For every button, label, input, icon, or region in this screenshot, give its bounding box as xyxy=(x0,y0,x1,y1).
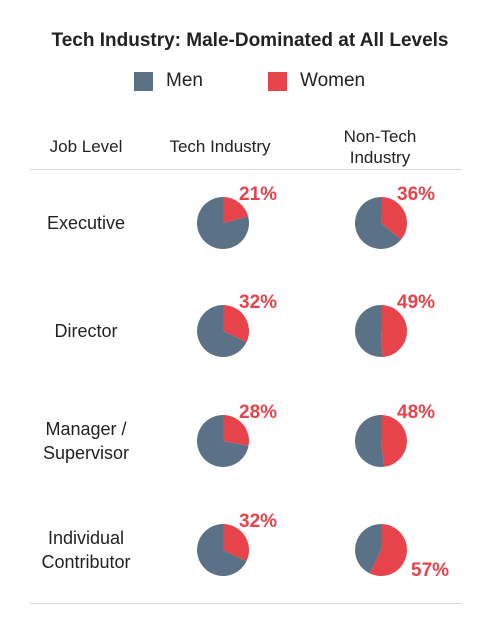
pie-tech-manager-supervisor-women-label: 28% xyxy=(239,402,277,423)
pie-nontech-individual-contributor-women-label: 57% xyxy=(411,560,449,581)
legend-label-women: Women xyxy=(300,70,366,91)
pie-tech-manager-supervisor-slice-women xyxy=(223,415,250,446)
pie-nontech-director-slice-men xyxy=(355,305,383,357)
row-label-individual-contributor: Individual Contributor xyxy=(20,526,152,574)
header-tech-industry: Tech Industry xyxy=(169,137,271,156)
pie-tech-executive-women-label: 21% xyxy=(239,184,277,205)
pie-tech-individual-contributor-slice-women xyxy=(223,524,250,562)
pie-nontech-executive-slice-men xyxy=(354,197,402,250)
row-label-line: Executive xyxy=(46,213,126,233)
bottom-divider xyxy=(30,603,462,604)
row-label-executive: Executive xyxy=(20,211,152,235)
legend: Men Women xyxy=(0,70,500,96)
row-label-line: Manager / xyxy=(45,419,127,439)
legend-item-men: Men xyxy=(134,70,203,92)
header-non-tech-line2: Industry xyxy=(349,148,411,167)
pie-nontech-director-slice-women xyxy=(381,305,408,357)
pie-tech-director-women-label: 32% xyxy=(239,292,277,313)
pie-tech-director-slice-women xyxy=(223,305,250,343)
chart-title: Tech Industry: Male-Dominated at All Lev… xyxy=(51,30,449,51)
pie-tech-individual-contributor-women-label: 32% xyxy=(239,511,277,532)
row-label-line: Individual xyxy=(47,528,125,548)
row-label-line: Contributor xyxy=(41,552,131,572)
pie-nontech-individual-contributor-slice-women xyxy=(369,524,407,576)
pie-nontech-manager-supervisor-slice-women xyxy=(381,415,407,467)
pie-tech-executive-slice-men xyxy=(196,197,249,249)
pie-nontech-executive-women-label: 36% xyxy=(397,184,435,205)
legend-item-women: Women xyxy=(268,70,365,92)
row-label-line: Supervisor xyxy=(42,443,130,463)
pie-tech-director-slice-men xyxy=(197,305,247,358)
row-label-director: Director xyxy=(20,319,152,343)
pie-nontech-manager-supervisor-slice-men xyxy=(354,414,385,467)
row-label-line: Director xyxy=(54,321,118,341)
legend-label-men: Men xyxy=(166,70,203,91)
legend-swatch-men xyxy=(134,71,153,91)
header-job-level: Job Level xyxy=(49,137,123,156)
pie-tech-individual-contributor-slice-men xyxy=(197,524,247,577)
row-label-manager-supervisor: Manager / Supervisor xyxy=(20,417,152,465)
pie-nontech-manager-supervisor-women-label: 48% xyxy=(397,402,435,423)
pie-nontech-executive-slice-women xyxy=(381,197,407,240)
header-divider xyxy=(30,169,462,170)
pie-nontech-individual-contributor-slice-men xyxy=(354,524,381,574)
header-non-tech-line1: Non-Tech xyxy=(343,127,417,146)
pie-tech-executive-slice-women xyxy=(223,197,249,223)
pie-nontech-director-women-label: 49% xyxy=(397,292,435,313)
pie-tech-manager-supervisor-slice-men xyxy=(197,415,249,468)
header-non-tech-industry: Non-Tech Industry xyxy=(310,126,450,168)
legend-swatch-women xyxy=(268,71,287,91)
